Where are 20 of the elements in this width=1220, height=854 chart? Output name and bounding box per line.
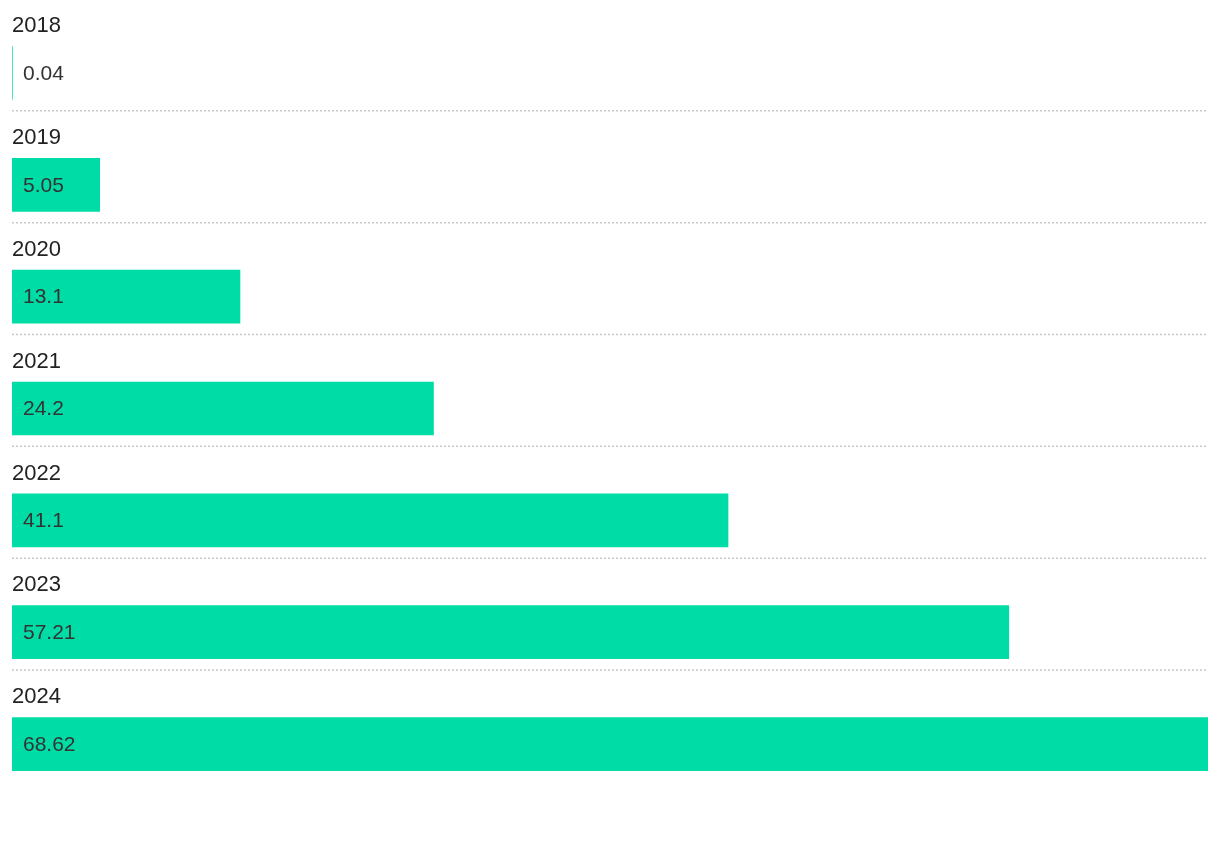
data-label: 5.05 xyxy=(23,172,64,196)
bar xyxy=(12,717,1208,771)
y-tick-label: 2022 xyxy=(12,459,61,485)
bar xyxy=(12,381,434,436)
bar xyxy=(12,157,101,212)
bar xyxy=(12,605,1010,660)
bar xyxy=(12,269,241,324)
y-tick-label: 2018 xyxy=(12,12,61,38)
data-label: 24.2 xyxy=(23,396,64,420)
y-tick-label: 2019 xyxy=(12,123,61,149)
y-tick-label: 2020 xyxy=(12,235,61,261)
y-tick-label: 2024 xyxy=(12,683,61,709)
data-label: 41.1 xyxy=(23,508,64,532)
data-label: 13.1 xyxy=(23,284,64,308)
y-tick-label: 2021 xyxy=(12,347,61,373)
data-label: 0.04 xyxy=(23,60,65,84)
data-label: 68.62 xyxy=(23,731,76,755)
data-label: 57.21 xyxy=(23,620,76,644)
y-tick-label: 2023 xyxy=(12,571,61,597)
bar xyxy=(12,493,729,548)
